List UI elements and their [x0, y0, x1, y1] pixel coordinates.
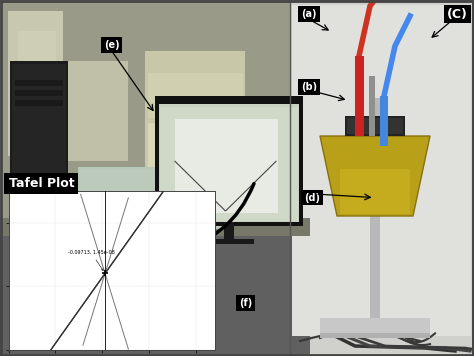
Text: (a): (a) [301, 9, 317, 19]
Bar [200, 212, 204, 218]
Text: (d): (d) [304, 193, 320, 203]
Text: -0.09713, 1.45e-08: -0.09713, 1.45e-08 [68, 250, 114, 271]
Bar [355, 56, 364, 136]
Bar [340, 169, 410, 214]
Bar [155, 96, 303, 226]
Bar [292, 5, 471, 336]
Bar [82, 201, 132, 225]
Bar [15, 100, 63, 106]
Bar [78, 167, 223, 229]
Bar [15, 80, 63, 86]
Text: (f): (f) [239, 298, 252, 308]
Bar [347, 118, 403, 134]
Bar [280, 117, 295, 216]
Bar [380, 96, 388, 146]
Bar [145, 51, 245, 171]
Bar [175, 119, 278, 213]
Bar [12, 64, 66, 229]
Bar [18, 91, 56, 146]
Text: (e): (e) [104, 40, 119, 50]
Bar [0, 236, 310, 356]
Bar [135, 205, 195, 223]
Bar [159, 104, 299, 222]
Bar [369, 76, 375, 136]
Bar [370, 98, 380, 318]
Bar [15, 90, 63, 96]
Bar [185, 168, 275, 176]
Bar [82, 201, 132, 225]
Bar [208, 212, 212, 218]
Bar [320, 318, 430, 336]
Bar [160, 107, 298, 221]
Bar [18, 31, 56, 86]
Bar [345, 116, 405, 136]
Polygon shape [320, 136, 430, 216]
Text: (b): (b) [301, 82, 317, 92]
Bar [216, 212, 220, 218]
Text: Tafel Plot: Tafel Plot [9, 177, 74, 190]
Bar [224, 221, 234, 241]
Bar [204, 239, 254, 244]
Bar [8, 11, 63, 156]
Bar [320, 333, 430, 338]
Bar [68, 61, 128, 161]
Bar [148, 73, 243, 118]
Bar [290, 1, 473, 356]
Bar [10, 61, 68, 231]
Bar [290, 2, 472, 356]
Bar [0, 218, 310, 236]
Bar [0, 0, 300, 226]
Bar [148, 123, 243, 168]
Bar [80, 169, 221, 227]
Bar [155, 156, 303, 166]
Text: (C): (C) [447, 8, 468, 21]
